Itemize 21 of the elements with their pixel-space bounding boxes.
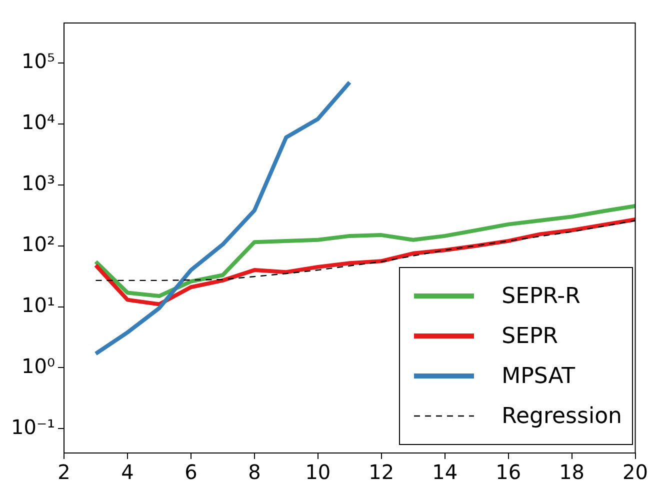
x-tick-label: 16: [496, 460, 522, 484]
y-tick-label: 10⁰: [22, 354, 56, 378]
x-tick-label: 20: [622, 460, 648, 484]
x-tick-label: 8: [248, 460, 261, 484]
y-tick-label: 10⁻¹: [10, 414, 56, 439]
y-tick-label: 10²: [22, 232, 56, 256]
legend-label: Regression: [502, 404, 622, 428]
x-tick-label: 2: [58, 460, 70, 484]
y-tick-label: 10¹: [22, 292, 56, 317]
x-tick-label: 12: [368, 460, 394, 484]
legend-label: MPSAT: [502, 364, 576, 388]
x-tick-label: 4: [121, 460, 134, 484]
y-tick-label: 10³: [22, 171, 56, 196]
y-tick-label: 10⁵: [22, 49, 56, 74]
x-tick-label: 6: [184, 460, 198, 484]
legend-label: SEPR-R: [502, 284, 580, 308]
x-tick-label: 14: [432, 460, 458, 484]
y-tick-label: 10⁴: [22, 110, 56, 134]
x-tick-label: 18: [559, 460, 585, 484]
legend-label: SEPR: [502, 324, 558, 348]
x-tick-label: 10: [305, 460, 331, 484]
